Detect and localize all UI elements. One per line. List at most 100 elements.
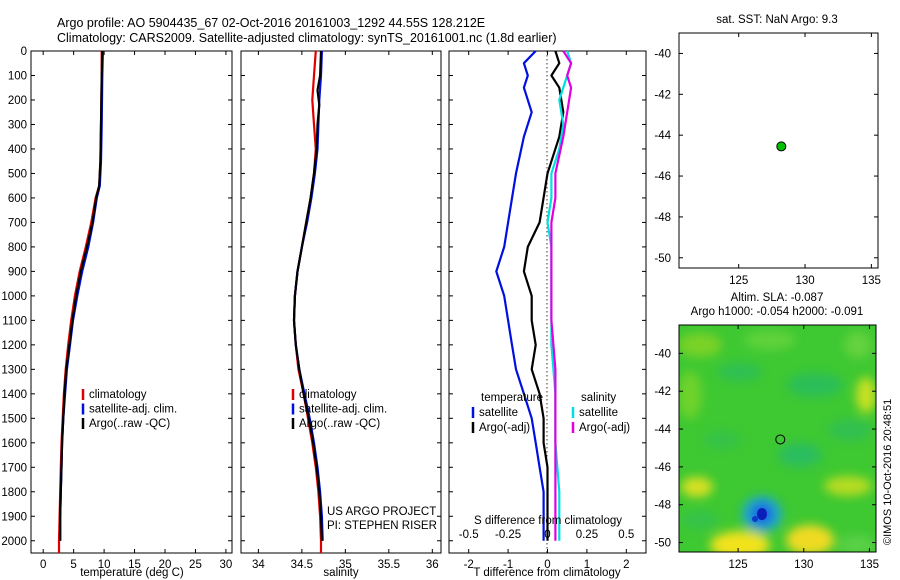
map-y-tick-label: -42: [654, 386, 671, 398]
map-x-tick-label: 130: [795, 275, 814, 287]
title-line-2: Climatology: CARS2009. Satellite-adjuste…: [57, 31, 557, 45]
s-tick-label: -0.5: [459, 529, 479, 541]
series-line-satellite: [495, 50, 545, 541]
map-y-tick-label: -48: [654, 212, 671, 224]
legend-entry: Argo(..raw -QC): [89, 418, 170, 430]
series-line-argo-adj-: [550, 50, 573, 541]
x-tick-label: 5: [70, 559, 76, 571]
legend-group-title: temperature: [481, 392, 543, 404]
difference-profile-panel: -2 -1 0 1 2-0.5 -0.25 0 0.25 0.5temperaturesatel…: [448, 50, 647, 579]
x-tick-label: 25: [189, 559, 202, 571]
sst-map-title: sat. SST: NaN Argo: 9.3: [716, 14, 837, 26]
salinity-xlabel: salinity: [323, 567, 358, 579]
argo-location-marker: [775, 434, 786, 445]
imos-credit: ©IMOS 10-Oct-2016 20:48:51: [882, 399, 894, 545]
depth-tick-label: 1000: [1, 291, 27, 303]
legend-entry: satellite-adj. clim.: [89, 404, 177, 416]
map-x-tick-label: 135: [860, 559, 879, 571]
t-difference-xlabel: T difference from climatology: [473, 567, 620, 579]
depth-tick-label: 1300: [1, 364, 27, 376]
project-annotation: US ARGO PROJECT: [327, 506, 436, 518]
depth-tick-label: 1100: [2, 315, 27, 327]
s-tick-label: -0.25: [495, 529, 521, 541]
map-y-tick-label: -50: [654, 538, 671, 550]
s-difference-label: S difference from climatology: [474, 515, 622, 527]
depth-tick-label: 0: [21, 46, 27, 58]
depth-tick-label: 700: [8, 217, 27, 229]
depth-tick-label: 400: [8, 144, 27, 156]
depth-tick-label: 600: [8, 193, 27, 205]
x-tick-label: 10: [98, 559, 111, 571]
s-tick-label: 0.25: [576, 529, 598, 541]
map-y-tick-label: -44: [654, 424, 671, 436]
map-y-tick-label: -44: [654, 130, 671, 142]
depth-tick-label: 100: [8, 70, 27, 82]
sla-title-line-2: Argo h1000: -0.054 h2000: -0.091: [691, 306, 864, 318]
series-line-argo-raw-qc-: [59, 50, 104, 541]
map-x-tick-label: 125: [729, 275, 748, 287]
series-line-climatology: [57, 51, 103, 553]
x-tick-label: 36: [426, 559, 439, 571]
sla-map-frame: [678, 324, 877, 553]
sla-map-panel: Altim. SLA: -0.087 Argo h1000: -0.054 h2…: [654, 292, 879, 571]
temperature-profile-panel: 0100200300400500600700800900100011001200…: [1, 46, 233, 579]
temperature-plot-frame: [30, 50, 233, 554]
map-x-tick-label: 125: [729, 559, 748, 571]
pi-annotation: PI: STEPHEN RISER: [327, 520, 437, 532]
x-tick-label: 15: [128, 559, 141, 571]
salinity-profile-panel: 34 34.5 35 35.5 36 climatology satellite-adj. …: [240, 50, 442, 579]
x-tick-label: 34: [252, 559, 265, 571]
legend-entry: Argo(-adj): [479, 422, 530, 434]
depth-tick-label: 1700: [1, 462, 27, 474]
depth-tick-label: 1500: [1, 413, 27, 425]
map-y-tick-label: -46: [654, 462, 671, 474]
x-tick-label: 1: [584, 559, 590, 571]
sst-map-frame: [678, 32, 879, 269]
map-y-tick-label: -50: [654, 253, 671, 265]
x-tick-label: -2: [464, 559, 474, 571]
x-tick-label: 35.5: [378, 559, 400, 571]
legend-entry: satellite: [479, 407, 518, 419]
depth-tick-label: 800: [8, 242, 27, 254]
depth-tick-label: 1600: [1, 438, 27, 450]
x-tick-label: 35: [339, 559, 352, 571]
legend-entry: Argo(-adj): [579, 422, 630, 434]
x-tick-label: 30: [220, 559, 233, 571]
map-y-tick-label: -48: [654, 500, 671, 512]
map-y-tick-label: -40: [654, 48, 671, 60]
sla-title-line-1: Altim. SLA: -0.087: [731, 292, 824, 304]
x-tick-label: 0: [544, 559, 550, 571]
map-y-tick-label: -42: [654, 89, 671, 101]
x-tick-label: 0: [40, 559, 46, 571]
x-tick-label: 20: [159, 559, 172, 571]
legend-entry: satellite: [579, 407, 618, 419]
depth-tick-label: 1400: [1, 389, 27, 401]
depth-tick-label: 1200: [1, 340, 27, 352]
s-tick-label: 0.5: [618, 529, 634, 541]
depth-tick-label: 500: [8, 168, 27, 180]
legend-entry: climatology: [299, 389, 357, 401]
salinity-plot-frame: [240, 50, 442, 554]
depth-tick-label: 2000: [1, 536, 27, 548]
temperature-xlabel: temperature (deg C): [80, 567, 184, 579]
sla-heatmap: [679, 325, 876, 552]
x-tick-label: 2: [623, 559, 629, 571]
series-line-argo-raw-qc-: [292, 50, 323, 541]
map-x-tick-label: 135: [862, 275, 881, 287]
map-y-tick-label: -46: [654, 171, 671, 183]
depth-tick-label: 1900: [1, 511, 27, 523]
depth-tick-label: 300: [8, 119, 27, 131]
map-x-tick-label: 130: [794, 559, 813, 571]
title-line-1: Argo profile: AO 5904435_67 02-Oct-2016 …: [57, 16, 485, 30]
x-tick-label: -1: [503, 559, 513, 571]
legend-entry: Argo(..raw -QC): [299, 418, 380, 430]
argo-location-marker: [776, 141, 787, 152]
legend-group-title: salinity: [581, 392, 616, 404]
depth-tick-label: 900: [8, 266, 27, 278]
depth-tick-label: 200: [8, 95, 27, 107]
x-tick-label: 34.5: [291, 559, 313, 571]
legend-entry: climatology: [89, 389, 147, 401]
sst-map-panel: sat. SST: NaN Argo: 9.3 125 130 135 -40 -42 -…: [654, 14, 881, 287]
legend-entry: satellite-adj. clim.: [299, 404, 387, 416]
